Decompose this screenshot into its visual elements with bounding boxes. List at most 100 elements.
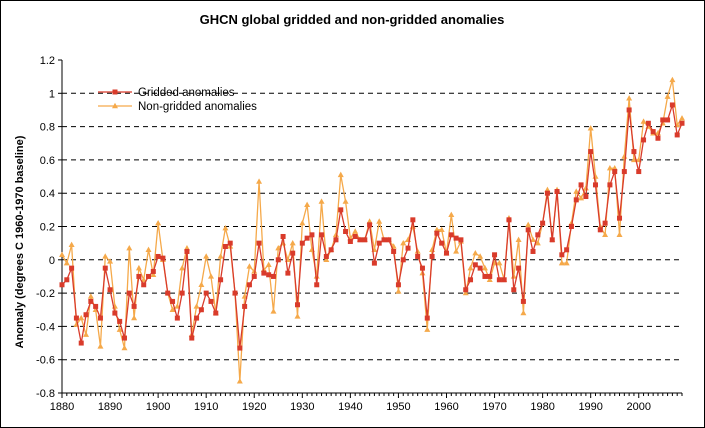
data-point: [270, 308, 277, 314]
x-tick-label: 1940: [338, 401, 362, 413]
data-point: [150, 268, 156, 274]
data-point: [602, 231, 609, 238]
data-point: [453, 248, 460, 254]
data-point: [112, 310, 118, 316]
data-point: [655, 135, 661, 141]
data-point: [395, 288, 402, 294]
data-point: [174, 315, 180, 321]
data-point: [69, 265, 75, 271]
data-point: [83, 312, 89, 318]
data-point: [669, 102, 675, 108]
x-tick-label: 1900: [146, 401, 170, 413]
data-point: [597, 227, 603, 233]
y-tick-label: 0.2: [40, 222, 55, 234]
data-point: [679, 115, 685, 121]
data-point: [337, 171, 344, 178]
x-tick-label: 1890: [98, 401, 122, 413]
data-point: [155, 253, 161, 259]
data-point: [145, 246, 152, 253]
series-gridded: [59, 102, 685, 351]
data-point: [588, 149, 594, 155]
data-point: [304, 201, 311, 208]
data-point: [126, 244, 133, 251]
data-point: [496, 277, 502, 283]
data-point: [573, 188, 580, 194]
x-tick-label: 2000: [627, 401, 651, 413]
data-point: [400, 257, 406, 263]
data-point: [343, 228, 349, 234]
data-point: [506, 217, 512, 223]
y-tick-label: -0.8: [36, 388, 55, 400]
data-point: [179, 290, 185, 296]
data-point: [511, 287, 517, 293]
y-axis-label: Anomaly (degrees C 1960-1970 baseline): [14, 135, 26, 348]
y-tick-label: 0.8: [40, 122, 55, 134]
data-point: [525, 221, 532, 228]
data-point: [347, 238, 353, 244]
data-point: [568, 224, 574, 229]
x-tick-labels: 1880 1890 1900 1910 1920 1930 1940 1950 1960 1970…: [50, 401, 651, 413]
data-point: [481, 264, 488, 271]
data-point: [222, 243, 228, 249]
y-tick-label: 1: [49, 88, 55, 100]
data-point: [299, 219, 306, 226]
data-point: [477, 265, 483, 271]
data-point: [213, 310, 219, 316]
data-point: [208, 298, 214, 304]
x-tick-label: 1970: [482, 401, 506, 413]
x-tick-label: 1960: [434, 401, 458, 413]
data-point: [63, 259, 70, 266]
data-point: [285, 270, 291, 276]
data-point: [621, 153, 628, 159]
data-point: [549, 237, 555, 243]
x-tick-label: 1920: [242, 401, 266, 413]
legend-marker: [112, 89, 118, 95]
data-point: [203, 253, 210, 259]
y-tick-label: 1.2: [40, 55, 55, 67]
data-point: [102, 253, 109, 259]
chart-title: GHCN global gridded and non-gridded anom…: [200, 12, 505, 27]
data-point: [275, 244, 282, 251]
data-point: [135, 264, 142, 271]
data-point: [472, 262, 478, 268]
data-point: [179, 264, 186, 271]
data-point: [203, 290, 209, 296]
data-point: [73, 315, 79, 321]
data-point: [558, 259, 565, 266]
data-point: [107, 287, 113, 293]
data-point: [376, 240, 382, 246]
data-point: [83, 331, 90, 337]
data-point: [251, 273, 257, 279]
data-point: [443, 250, 449, 256]
data-point: [169, 306, 176, 312]
data-point: [121, 335, 127, 341]
data-point: [641, 137, 647, 143]
data-point: [520, 298, 526, 304]
series-line: [61, 79, 683, 382]
data-point: [342, 198, 349, 204]
data-point: [592, 182, 598, 188]
data-point: [251, 268, 258, 274]
data-point: [237, 345, 243, 351]
data-point: [554, 189, 560, 195]
data-point: [606, 165, 613, 171]
data-point: [319, 232, 325, 238]
data-point: [583, 194, 589, 200]
data-point: [116, 326, 123, 332]
data-point: [626, 95, 633, 101]
data-point: [332, 231, 339, 238]
y-tick-label: -0.2: [36, 288, 55, 300]
data-point: [318, 198, 325, 204]
y-tick-label: -0.6: [36, 355, 55, 367]
axes: [58, 59, 683, 398]
data-point: [679, 120, 685, 126]
data-point: [78, 314, 85, 321]
data-series: [59, 76, 685, 384]
data-point: [621, 169, 627, 175]
data-point: [573, 197, 579, 203]
data-point: [448, 232, 454, 238]
data-point: [535, 232, 541, 238]
data-point: [563, 259, 570, 266]
data-point: [419, 265, 425, 271]
data-point: [410, 217, 416, 223]
